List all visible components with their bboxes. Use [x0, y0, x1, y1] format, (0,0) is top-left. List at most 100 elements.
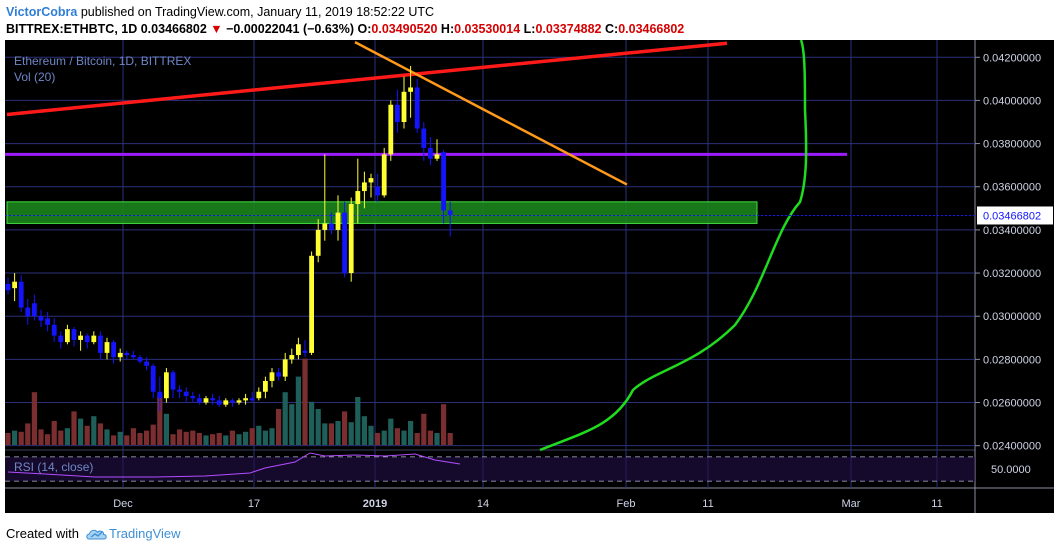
candle-body: [342, 212, 347, 274]
orange-trendline: [354, 41, 628, 186]
published-text: published on TradingView.com, January 11…: [80, 5, 435, 19]
volume-bar: [84, 425, 90, 445]
candle-body: [441, 152, 446, 211]
candle-body: [263, 380, 268, 392]
candle-body: [216, 400, 222, 405]
volume-bar: [315, 409, 321, 445]
candle-body: [5, 283, 11, 291]
time-tick-label: Dec: [113, 498, 133, 510]
volume-bar: [58, 430, 64, 445]
candle-body: [289, 355, 295, 360]
candle-body: [329, 223, 334, 230]
candle-body: [144, 361, 149, 366]
candle-body: [414, 87, 420, 129]
volume-bar: [163, 413, 169, 445]
time-tick-label: 2019: [363, 498, 387, 510]
candle-body: [269, 372, 275, 381]
candle-body: [276, 372, 281, 377]
candle-body: [434, 154, 440, 159]
volume-bar: [388, 418, 394, 445]
rsi-axis-label: 50.0000: [991, 464, 1031, 476]
candle-body: [18, 281, 24, 308]
volume-bar: [170, 434, 176, 445]
volume-bar: [348, 422, 354, 445]
candle-body: [236, 400, 242, 403]
candle-body: [223, 400, 229, 405]
volume-bar: [18, 431, 24, 445]
candle-body: [190, 396, 196, 399]
open-label: O:: [357, 22, 372, 36]
candle-body: [137, 357, 143, 362]
candle-body: [58, 335, 64, 343]
candle-body: [447, 210, 453, 215]
candle-body: [124, 352, 130, 356]
time-tick-label: 17: [248, 498, 260, 510]
volume-bar: [64, 428, 70, 445]
volume-bar: [177, 429, 183, 445]
price-chart[interactable]: 0.04200000 0.04000000 0.03800000 0.03600000…: [5, 39, 1054, 513]
author-link[interactable]: VictorCobra: [6, 5, 78, 19]
volume-bar: [394, 428, 400, 445]
candle-body: [256, 391, 262, 399]
candle-body: [203, 398, 209, 403]
volume-bar: [183, 431, 189, 445]
volume-bar: [401, 430, 407, 445]
candle-body: [65, 329, 70, 343]
volume-bar: [124, 435, 130, 445]
price-tick-label: 0.04000000: [983, 95, 1041, 107]
volume-bar: [322, 423, 328, 445]
candle-body: [98, 335, 103, 353]
volume-bar: [229, 430, 235, 445]
price-tick-label: 0.04200000: [983, 52, 1041, 64]
drawings: [5, 39, 975, 452]
candle-body: [32, 303, 37, 317]
symbol-label: BITTREX:ETHBTC, 1D: [6, 22, 138, 36]
volume-bar: [282, 392, 288, 445]
price-tick-label: 0.02600000: [983, 398, 1041, 410]
volume-bar: [12, 430, 18, 445]
volume-bar: [355, 397, 361, 445]
price-tick-label: 0.03400000: [983, 225, 1041, 237]
volume-bar: [295, 376, 301, 445]
candle-body: [282, 359, 288, 377]
open-value: 0.03490520: [371, 22, 438, 36]
chart-frame[interactable]: 0.04200000 0.04000000 0.03800000 0.03600000…: [5, 39, 1054, 513]
candle-body: [335, 212, 341, 230]
candle-body: [71, 329, 77, 340]
footer: Created with TradingView: [6, 526, 181, 541]
current-price-tag: [977, 206, 1053, 225]
candle-body: [131, 355, 136, 358]
tradingview-cloud-icon: [86, 529, 107, 539]
tradingview-brand: TradingView: [108, 526, 181, 541]
volume-bar: [38, 429, 44, 445]
volume-bar: [196, 433, 202, 445]
volume-bar: [31, 392, 37, 445]
volume-bar: [243, 431, 249, 445]
volume-bar: [91, 416, 97, 445]
volume-bar: [368, 425, 374, 445]
candle-body: [38, 316, 44, 321]
price-change: −0.00022041 (−0.63%): [226, 22, 355, 36]
candle-body: [249, 398, 255, 401]
price-tick-label: 0.03000000: [983, 311, 1041, 323]
candle-body: [25, 307, 31, 317]
volume-bar: [190, 430, 196, 445]
volume-bar: [361, 416, 367, 445]
candle-body: [302, 350, 308, 353]
volume-bar: [269, 428, 275, 445]
volume-bar: [447, 433, 453, 445]
volume-bar: [71, 411, 77, 445]
volume-bar: [335, 421, 341, 445]
symbol-info: BITTREX:ETHBTC, 1D 0.03466802 ▼ −0.00022…: [6, 22, 684, 36]
candle-body: [408, 87, 413, 92]
candle-body: [388, 104, 394, 155]
volume-bar: [150, 424, 156, 445]
down-arrow-icon: ▼: [210, 22, 223, 36]
tradingview-link[interactable]: TradingView: [85, 526, 181, 541]
volume-bar: [421, 413, 427, 445]
chart-title: Ethereum / Bitcoin, 1D, BITTREX: [14, 54, 191, 68]
candle-body: [91, 335, 97, 343]
volume-bar: [328, 423, 334, 445]
volume-bar: [203, 435, 209, 445]
candle-body: [315, 229, 321, 256]
